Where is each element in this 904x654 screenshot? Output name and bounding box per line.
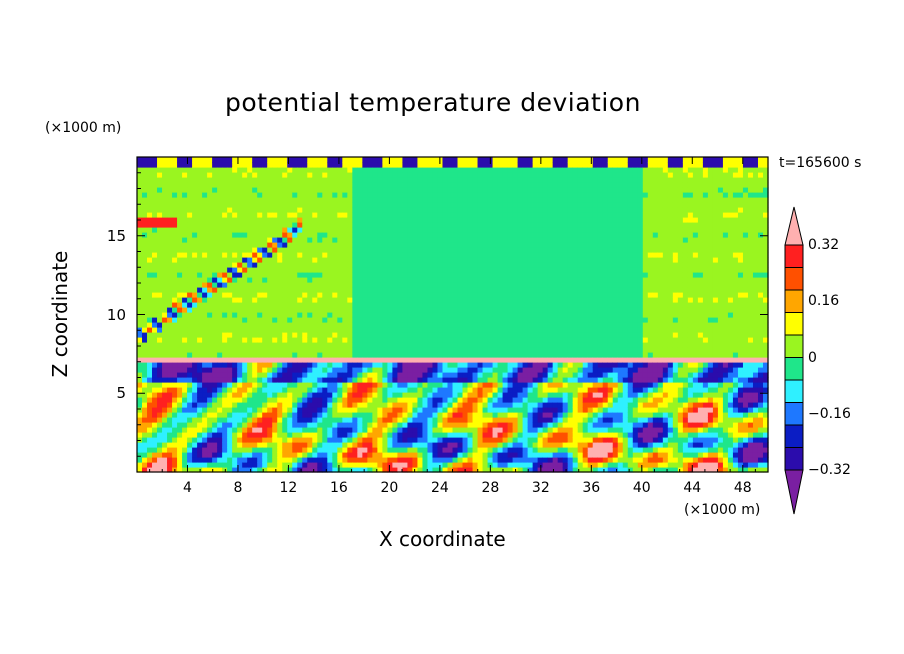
colorbar-bin <box>784 289 804 313</box>
x-tick-label: 44 <box>683 480 702 496</box>
colorbar-bin <box>784 357 804 381</box>
x-tick-label: 28 <box>481 480 500 496</box>
x-tick-label: 16 <box>329 480 348 496</box>
x-tick-label: 36 <box>582 480 601 496</box>
colorbar-bin <box>784 244 804 268</box>
colorbar-bin <box>784 402 804 426</box>
colorbar-bin <box>784 334 804 358</box>
x-tick-label: 12 <box>279 480 298 496</box>
colorbar-tick-label: −0.32 <box>808 462 851 478</box>
x-tick-label: 4 <box>183 480 192 496</box>
colorbar-bin <box>784 379 804 403</box>
x-tick-label: 8 <box>233 480 243 496</box>
time-label: t=165600 s <box>779 155 862 171</box>
colorbar-tick-label: −0.16 <box>808 405 851 422</box>
y-tick-label: 10 <box>106 305 126 324</box>
colorbar-tick-label: 0 <box>808 349 817 366</box>
x-tick-label: 32 <box>531 480 550 496</box>
x-tick-label: 20 <box>380 480 399 496</box>
colorbar-bin <box>784 447 804 471</box>
x-tick-label: 40 <box>632 480 651 496</box>
chart-title: potential temperature deviation <box>225 88 641 117</box>
x-tick-label: 48 <box>733 480 752 496</box>
colorbar-min-triangle <box>784 469 804 515</box>
colorbar-bin <box>784 312 804 336</box>
colorbar-bin <box>784 424 804 448</box>
x-tick-label: 24 <box>430 480 449 496</box>
y-tick-label: 15 <box>106 226 126 245</box>
colorbar <box>784 206 804 515</box>
colorbar-tick-label: 0.32 <box>808 237 840 253</box>
x-axis-unit: (×1000 m) <box>684 502 761 518</box>
colorbar-max-triangle <box>784 206 804 246</box>
y-tick-label: 5 <box>116 384 126 403</box>
heatmap-field <box>137 157 769 473</box>
y-axis-unit: (×1000 m) <box>45 120 122 136</box>
colorbar-tick-label: 0.16 <box>808 293 840 310</box>
x-axis-label: X coordinate <box>379 527 506 551</box>
colorbar-bin <box>784 267 804 291</box>
